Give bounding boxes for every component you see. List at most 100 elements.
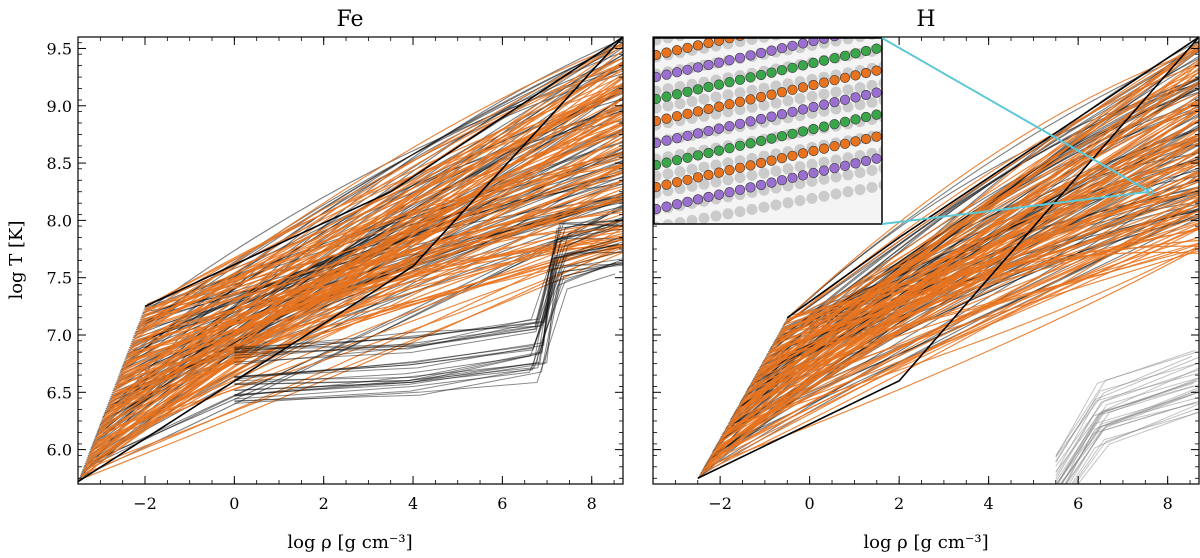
track-orange: [785, 47, 1199, 324]
track-orange: [780, 191, 1199, 333]
inset-marker: [713, 79, 725, 90]
track-orange: [101, 56, 623, 422]
inset-grey-marker: [830, 188, 842, 200]
inset-marker: [654, 115, 662, 127]
inset-grey-marker: [842, 38, 854, 45]
track-orange: [726, 228, 1199, 430]
envelope-line: [697, 37, 1199, 479]
inset-grey-marker: [818, 156, 830, 168]
inset-marker: [860, 67, 872, 79]
inset-grey-marker: [770, 97, 782, 109]
inset-marker: [872, 0, 882, 9]
inset-grey-marker: [830, 154, 842, 166]
inset-grey-marker: [746, 84, 758, 96]
envelope-line: [786, 37, 1199, 319]
panel-fe: −2 0 2 4 6 8 6.0 6.5 7.0 7.5 8.0 8.5 9.0 9.5 Fe log ρ…: [6, 7, 624, 553]
inset-marker: [734, 74, 746, 85]
inset-marker: [682, 130, 693, 141]
inset-grey-marker: [806, 175, 818, 187]
track-orange: [702, 199, 1199, 471]
inset-grey-marker: [830, 171, 842, 183]
inset-marker: [808, 79, 819, 91]
inset-marker: [851, 27, 861, 37]
inset-marker: [850, 70, 861, 81]
inset-marker: [682, 196, 693, 207]
inset-marker: [829, 75, 840, 86]
inset-marker: [872, 22, 882, 32]
inset-marker: [818, 121, 830, 132]
inset-grey-marker: [795, 8, 806, 19]
h-x-axis-label: log ρ [g cm⁻³]: [863, 532, 988, 553]
track-orange: [121, 124, 623, 373]
inset-grey-marker: [854, 82, 866, 94]
inset-marker: [682, 152, 693, 163]
track-extra: [1055, 377, 1199, 482]
inset-grey-marker: [735, 19, 746, 30]
track-orange: [771, 108, 1199, 349]
inset-marker: [861, 24, 871, 34]
track-orange: [143, 151, 623, 313]
inset-marker: [871, 109, 882, 120]
inset-marker: [724, 121, 735, 132]
inset-grey-marker: [771, 38, 781, 41]
track-orange: [774, 133, 1199, 343]
inset-grey-marker: [758, 82, 770, 94]
inset-grey-marker: [686, 163, 698, 175]
inset-grey-marker: [770, 165, 782, 177]
inset-marker: [787, 172, 798, 183]
inset-grey-marker: [878, 180, 882, 191]
inset-grey-marker: [794, 93, 806, 105]
x-tick-label: 0: [805, 494, 815, 513]
inset-grey-marker: [854, 167, 866, 179]
track-orange: [142, 123, 623, 316]
inset-marker: [703, 191, 714, 203]
inset-marker: [860, 45, 872, 57]
inset-marker: [808, 123, 819, 135]
inset-marker: [830, 9, 840, 19]
inset-grey-marker: [722, 208, 734, 220]
inset-marker: [818, 99, 830, 110]
inset-grey-marker: [770, 199, 782, 211]
inset-marker: [797, 148, 809, 159]
inset-marker: [818, 77, 830, 88]
inset-grey-marker: [654, 38, 662, 46]
inset-marker: [661, 113, 672, 124]
inset-marker: [745, 182, 756, 193]
inset-grey-marker: [674, 217, 686, 224]
inset-grey-marker: [662, 83, 674, 95]
track-orange: [753, 213, 1199, 381]
inset-marker: [776, 65, 788, 76]
inset-marker: [661, 91, 672, 102]
track-orange: [743, 250, 1199, 399]
inset-marker: [797, 104, 809, 115]
inset-marker: [661, 47, 672, 58]
inset-marker: [734, 52, 746, 63]
inset-marker: [661, 179, 672, 190]
inset-grey-marker: [818, 190, 830, 202]
y-tick-label: 6.5: [47, 383, 72, 402]
track-orange: [119, 243, 623, 378]
track-orange: [748, 71, 1199, 390]
track-orange: [710, 227, 1199, 458]
inset-grey-marker: [855, 14, 866, 25]
inset-marker: [755, 113, 767, 125]
inset-marker: [756, 26, 766, 36]
inset-grey-marker: [831, 2, 842, 13]
inset-grey-marker: [795, 25, 806, 36]
track-orange: [143, 57, 623, 315]
inset-grey-marker: [842, 84, 854, 96]
inset-marker: [766, 111, 777, 122]
inset-marker: [829, 97, 840, 108]
inset-grey-marker: [866, 164, 878, 176]
inset-grey-marker: [674, 166, 686, 178]
inset-marker: [703, 147, 714, 159]
inset-grey-marker: [734, 172, 746, 184]
inset-marker: [703, 169, 714, 181]
inset-marker: [797, 60, 809, 71]
inset-grey-marker: [831, 19, 842, 30]
inset-grey-marker: [723, 21, 734, 32]
inset-marker: [745, 50, 756, 61]
inset-marker: [850, 92, 861, 103]
inset-grey-marker: [734, 206, 746, 218]
inset-grey-marker: [807, 6, 818, 17]
